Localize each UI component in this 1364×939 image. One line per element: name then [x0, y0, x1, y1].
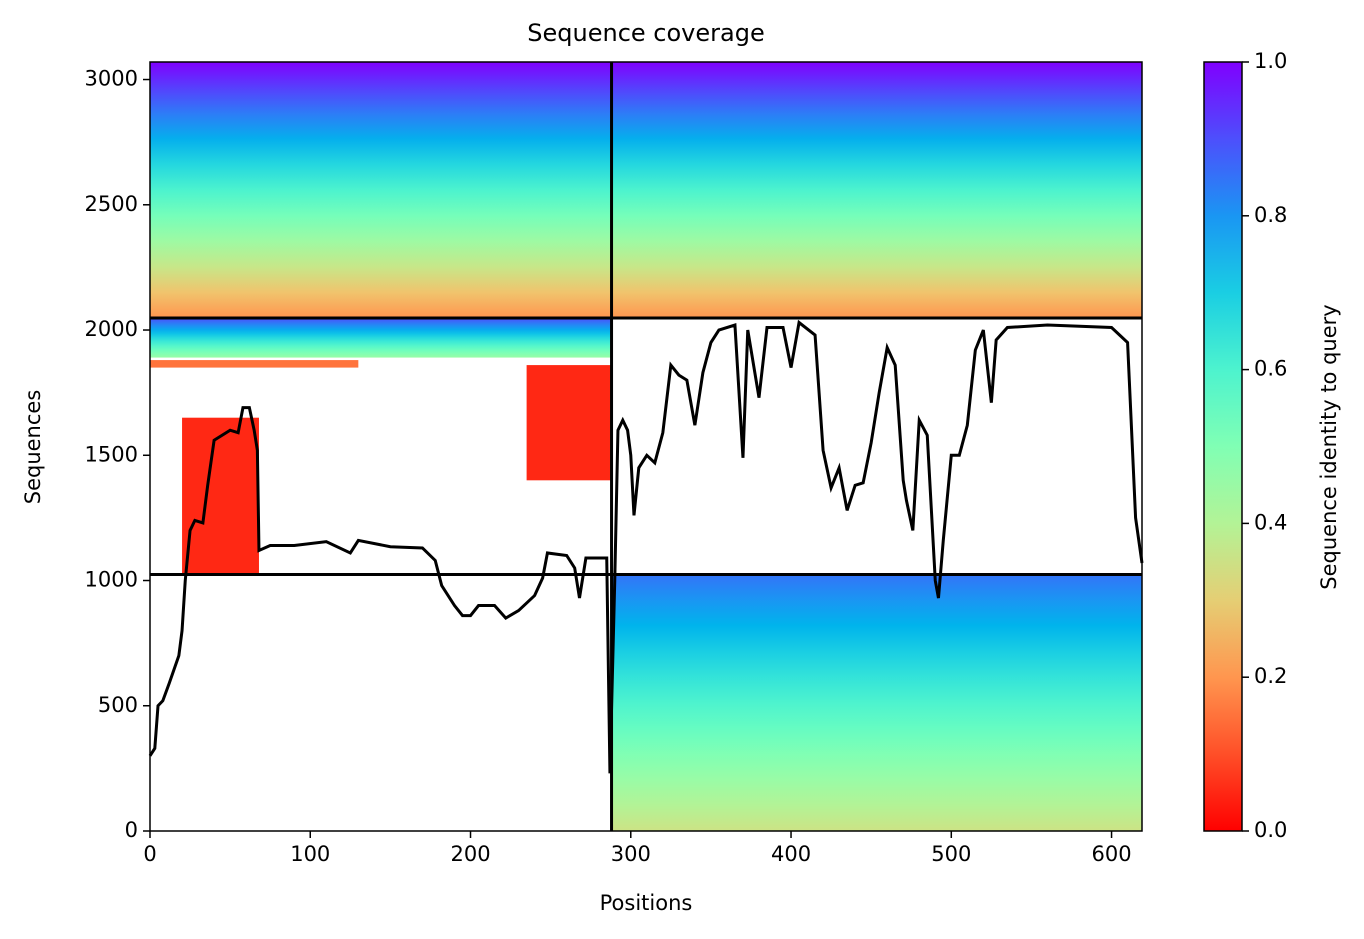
colorbar-tick-label: 0.8 [1254, 203, 1287, 227]
colorbar-tick-label: 0.6 [1254, 357, 1287, 381]
y-tick-label: 1500 [85, 442, 138, 466]
y-axis-label: Sequences [21, 390, 45, 505]
coverage-region [150, 317, 612, 358]
x-tick-label: 500 [931, 842, 971, 866]
x-tick-label: 400 [771, 842, 811, 866]
coverage-region [611, 62, 1142, 318]
colorbar-tick-label: 1.0 [1254, 49, 1287, 73]
x-axis-label: Positions [600, 891, 693, 915]
plot-frame [149, 61, 1143, 832]
coverage-region [150, 62, 612, 318]
x-tick-label: 200 [450, 842, 490, 866]
y-tick-label: 0 [125, 818, 138, 842]
colorbar-tick-label: 0.4 [1254, 510, 1287, 534]
colorbar-label: Sequence identity to query [1317, 304, 1341, 589]
y-tick-label: 1000 [85, 568, 138, 592]
x-tick-label: 0 [143, 842, 156, 866]
x-tick-label: 600 [1092, 842, 1132, 866]
y-tick-label: 2000 [85, 317, 138, 341]
coverage-region [150, 360, 359, 368]
coverage-region [526, 365, 612, 481]
coverage-region [182, 417, 259, 575]
y-tick-label: 3000 [85, 67, 138, 91]
y-tick-label: 500 [98, 693, 138, 717]
y-tick-label: 2500 [85, 192, 138, 216]
coverage-line [148, 319, 1144, 774]
coverage-region [611, 574, 1142, 831]
x-tick-label: 300 [611, 842, 651, 866]
colorbar-tick-label: 0.2 [1254, 664, 1287, 688]
x-tick-label: 100 [290, 842, 330, 866]
colorbar [1203, 61, 1243, 832]
colorbar-tick-label: 0.0 [1254, 818, 1287, 842]
chart-title: Sequence coverage [527, 19, 764, 47]
